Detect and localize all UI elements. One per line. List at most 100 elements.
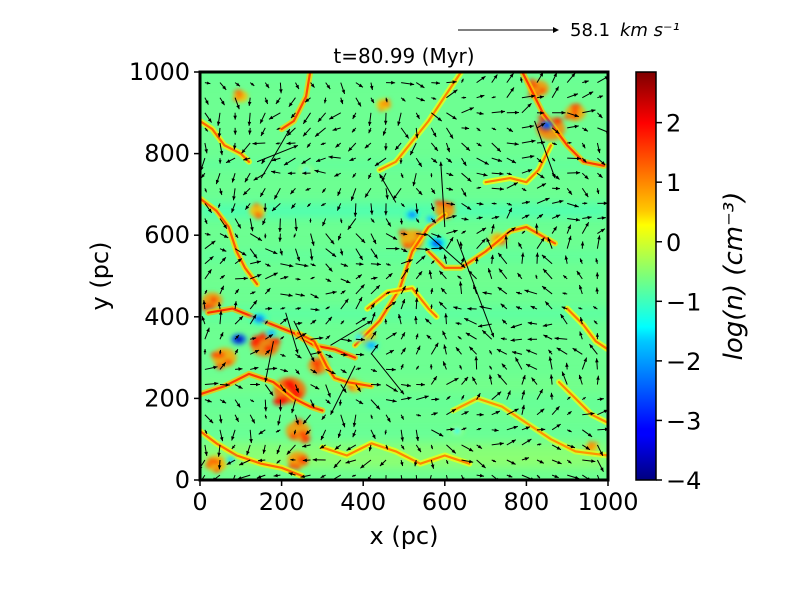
velocity-arrow-head bbox=[562, 292, 566, 295]
dense-knot bbox=[286, 383, 299, 392]
velocity-arrow-head bbox=[320, 474, 325, 478]
velocity-arrow-long bbox=[379, 173, 397, 203]
velocity-arrow-head bbox=[513, 425, 518, 430]
velocity-arrow-head bbox=[491, 224, 495, 229]
velocity-arrow-head bbox=[246, 450, 250, 456]
velocity-arrow-head bbox=[531, 94, 536, 99]
velocity-arrow-head bbox=[295, 388, 299, 393]
colorbar-tick-label: 2 bbox=[666, 110, 681, 138]
velocity-arrow-head bbox=[403, 248, 408, 252]
velocity-arrow-head bbox=[311, 319, 317, 324]
velocity-arrow-head bbox=[384, 146, 388, 151]
velocity-arrow-head bbox=[266, 288, 271, 293]
velocity-arrow-head bbox=[276, 460, 280, 464]
velocity-arrow-head bbox=[327, 392, 331, 398]
velocity-arrow-head bbox=[457, 275, 461, 279]
velocity-arrow-head bbox=[561, 371, 566, 376]
velocity-arrow-head bbox=[360, 352, 365, 357]
velocity-arrow-head bbox=[543, 334, 548, 339]
velocity-arrow-head bbox=[201, 174, 205, 178]
velocity-arrow-head bbox=[496, 147, 501, 152]
velocity-arrow-head bbox=[312, 263, 316, 266]
velocity-arrow-head bbox=[243, 157, 248, 161]
dense-knot bbox=[253, 203, 260, 208]
velocity-arrow-head bbox=[368, 121, 372, 126]
velocity-key: 58.1 km s⁻¹ bbox=[458, 20, 680, 41]
velocity-arrow-head bbox=[455, 322, 460, 326]
velocity-arrow-head bbox=[360, 284, 365, 289]
velocity-arrow-head bbox=[415, 436, 420, 442]
velocity-arrow-head bbox=[250, 82, 255, 86]
velocity-arrow-head bbox=[555, 86, 559, 91]
velocity-arrow-head bbox=[479, 412, 484, 417]
velocity-arrow-head bbox=[256, 475, 262, 479]
velocity-arrow-head bbox=[439, 301, 444, 306]
velocity-arrow-head bbox=[341, 290, 346, 294]
velocity-arrow-head bbox=[309, 256, 314, 261]
velocity-arrow-head bbox=[494, 215, 500, 220]
velocity-arrow bbox=[400, 475, 403, 480]
density-band bbox=[200, 308, 608, 320]
velocity-arrow-head bbox=[568, 429, 572, 432]
velocity-arrow-head bbox=[603, 201, 608, 206]
velocity-arrow-head bbox=[478, 324, 483, 328]
velocity-arrow-head bbox=[597, 235, 601, 240]
velocity-arrow-head bbox=[443, 344, 447, 349]
velocity-arrow-head bbox=[443, 361, 447, 366]
velocity-arrow-head bbox=[428, 270, 433, 275]
velocity-arrow-head bbox=[479, 473, 484, 478]
velocity-arrow-head bbox=[341, 89, 345, 94]
velocity-arrow-head bbox=[420, 382, 425, 387]
velocity-arrow-long-head bbox=[295, 349, 299, 354]
velocity-arrow-head bbox=[233, 301, 238, 306]
velocity-arrow-head bbox=[217, 465, 222, 470]
dense-knot bbox=[236, 89, 242, 93]
velocity-arrow-head bbox=[241, 149, 246, 154]
velocity-arrow-head bbox=[339, 220, 343, 224]
velocity-arrow-head bbox=[525, 426, 530, 430]
velocity-arrow-head bbox=[348, 147, 353, 152]
velocity-arrow-head bbox=[207, 269, 212, 274]
density-band bbox=[200, 73, 608, 82]
velocity-arrow-head bbox=[496, 349, 502, 353]
velocity-arrow-head bbox=[275, 142, 279, 145]
velocity-arrow-head bbox=[305, 430, 310, 435]
velocity-arrow-head bbox=[567, 224, 571, 230]
velocity-arrow-head bbox=[578, 374, 583, 380]
dense-knot bbox=[223, 359, 233, 366]
velocity-arrow-head bbox=[429, 364, 433, 368]
velocity-arrow-head bbox=[468, 459, 474, 464]
velocity-arrow-head bbox=[529, 124, 534, 129]
velocity-arrow-long-head bbox=[286, 129, 290, 134]
velocity-arrow-head bbox=[391, 301, 396, 306]
velocity-arrow-head bbox=[483, 172, 488, 177]
velocity-arrow-head bbox=[287, 171, 292, 176]
velocity-arrow-head bbox=[455, 347, 460, 352]
velocity-arrow-head bbox=[317, 351, 322, 355]
filament-core bbox=[321, 442, 471, 465]
velocity-arrow-head bbox=[400, 437, 404, 442]
velocity-arrow-head bbox=[466, 206, 472, 210]
velocity-arrow-head bbox=[258, 458, 263, 463]
velocity-arrow-head bbox=[279, 89, 283, 94]
velocity-arrow-head bbox=[555, 406, 560, 411]
velocity-arrow-head bbox=[272, 366, 278, 371]
velocity-arrow-head bbox=[435, 397, 440, 402]
velocity-arrow-head bbox=[514, 408, 519, 413]
velocity-arrow-head bbox=[417, 413, 421, 417]
velocity-arrow-head bbox=[489, 365, 492, 369]
velocity-arrow-head bbox=[463, 96, 467, 99]
velocity-arrow-head bbox=[310, 403, 315, 408]
velocity-arrow-head bbox=[556, 424, 561, 428]
dense-knot bbox=[256, 212, 262, 218]
velocity-arrow-head bbox=[266, 349, 270, 354]
velocity-arrow-head bbox=[574, 113, 579, 118]
velocity-arrow-head bbox=[288, 472, 293, 476]
velocity-arrow-head bbox=[453, 89, 458, 94]
velocity-arrow-head bbox=[508, 207, 512, 213]
velocity-arrow-head bbox=[307, 203, 311, 207]
velocity-arrow-head bbox=[400, 364, 404, 368]
velocity-arrow-long-head bbox=[293, 145, 298, 149]
velocity-arrow-head bbox=[249, 439, 253, 444]
velocity-arrow-head bbox=[431, 219, 436, 224]
